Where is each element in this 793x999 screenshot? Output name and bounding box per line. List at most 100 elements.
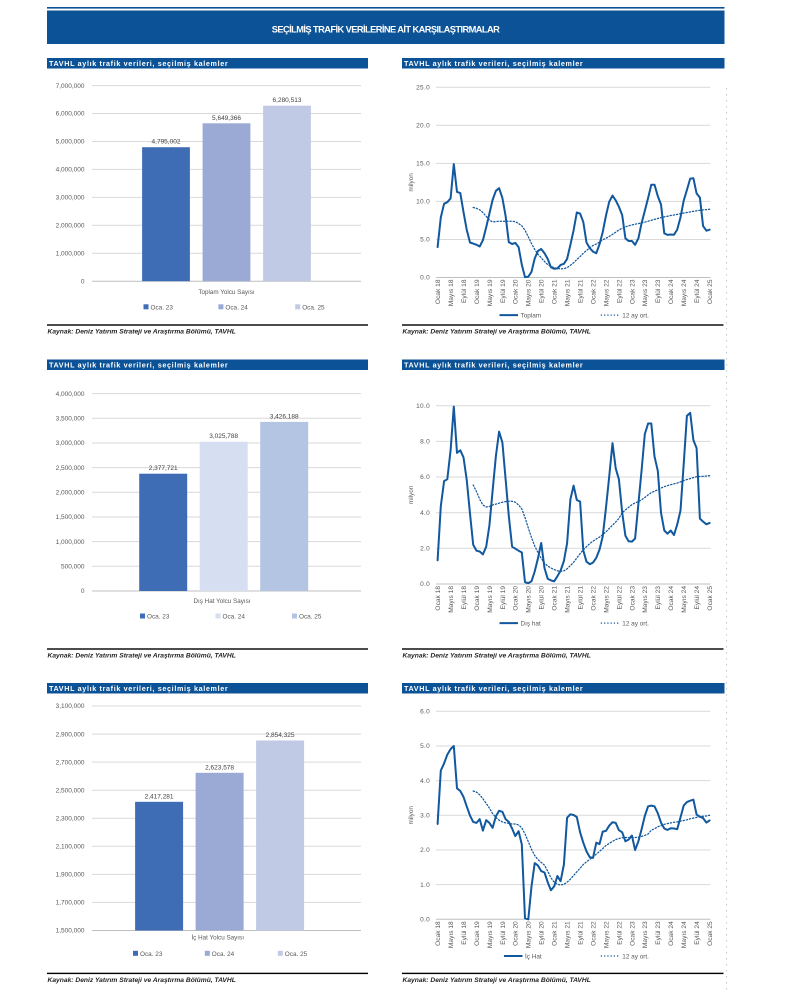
svg-text:Ocak 23: Ocak 23 [629, 279, 636, 304]
svg-text:Eylül 18: Eylül 18 [461, 921, 468, 945]
svg-text:2.0: 2.0 [420, 546, 430, 553]
svg-text:0.0: 0.0 [420, 275, 430, 282]
svg-text:2,000,000: 2,000,000 [56, 223, 85, 230]
svg-text:Mayıs 21: Mayıs 21 [565, 921, 572, 948]
svg-text:Kaynak: Deniz Yatırım Strateji: Kaynak: Deniz Yatırım Strateji ve Araştı… [48, 329, 236, 336]
svg-text:milyon: milyon [408, 485, 415, 504]
svg-text:Mayıs 20: Mayıs 20 [526, 586, 533, 613]
svg-text:Eylül 24: Eylül 24 [694, 279, 701, 303]
svg-text:TAVHL aylık trafik verileri, s: TAVHL aylık trafik verileri, seçilmiş ka… [49, 59, 228, 68]
svg-text:5.0: 5.0 [420, 237, 430, 244]
svg-text:Eylül 23: Eylül 23 [655, 586, 662, 610]
svg-text:2,500,000: 2,500,000 [56, 787, 85, 794]
svg-text:1.0: 1.0 [420, 882, 430, 889]
svg-text:15.0: 15.0 [416, 161, 430, 168]
svg-text:Ocak 19: Ocak 19 [474, 279, 481, 304]
svg-text:Eylül 18: Eylül 18 [461, 586, 468, 610]
svg-text:Mayıs 23: Mayıs 23 [642, 921, 649, 948]
svg-text:Ocak 23: Ocak 23 [629, 586, 636, 611]
svg-text:Dış hat: Dış hat [521, 621, 541, 628]
svg-text:Ocak 21: Ocak 21 [552, 586, 559, 611]
svg-text:Kaynak: Deniz Yatırım Strateji: Kaynak: Deniz Yatırım Strateji ve Araştı… [403, 329, 591, 336]
svg-text:0: 0 [81, 588, 85, 595]
svg-text:0: 0 [81, 278, 85, 285]
svg-text:Mayıs 20: Mayıs 20 [526, 279, 533, 306]
svg-text:2,300,000: 2,300,000 [56, 816, 85, 823]
svg-text:1,000,000: 1,000,000 [56, 539, 85, 546]
svg-text:2,623,578: 2,623,578 [205, 764, 234, 771]
svg-text:Mayıs 22: Mayıs 22 [603, 279, 610, 306]
svg-text:Ocak 20: Ocak 20 [513, 586, 520, 611]
svg-text:SEÇİLMİŞ TRAFİK VERİLERİNE AİT: SEÇİLMİŞ TRAFİK VERİLERİNE AİT KARŞILAŞT… [272, 24, 500, 34]
svg-text:3,100,000: 3,100,000 [56, 703, 85, 710]
svg-text:12 ay ort.: 12 ay ort. [622, 953, 649, 960]
svg-text:Eylül 19: Eylül 19 [500, 921, 507, 945]
svg-text:TAVHL aylık trafik verileri, s: TAVHL aylık trafik verileri, seçilmiş ka… [49, 684, 228, 693]
svg-text:Toplam Yolcu Sayısı: Toplam Yolcu Sayısı [198, 289, 255, 296]
svg-text:2,500,000: 2,500,000 [56, 465, 85, 472]
svg-text:İç Hat Yolcu Sayısı: İç Hat Yolcu Sayısı [191, 933, 244, 942]
svg-text:Eylül 23: Eylül 23 [655, 279, 662, 303]
svg-text:Ocak 23: Ocak 23 [629, 921, 636, 946]
svg-text:Dış Hat Yolcu Sayısı: Dış Hat Yolcu Sayısı [193, 598, 250, 605]
svg-text:2,700,000: 2,700,000 [56, 759, 85, 766]
svg-text:3,025,788: 3,025,788 [209, 433, 238, 440]
svg-text:6.0: 6.0 [420, 709, 430, 716]
svg-text:3,000,000: 3,000,000 [56, 440, 85, 447]
svg-text:2,000,000: 2,000,000 [56, 490, 85, 497]
svg-text:Oca. 25: Oca. 25 [299, 614, 322, 621]
svg-text:Eylül 21: Eylül 21 [578, 586, 585, 610]
svg-text:1,900,000: 1,900,000 [56, 872, 85, 879]
svg-text:3.0: 3.0 [420, 813, 430, 820]
svg-text:Ocak 21: Ocak 21 [552, 921, 559, 946]
svg-text:Mayıs 20: Mayıs 20 [526, 921, 533, 948]
svg-text:Eylül 20: Eylül 20 [539, 586, 546, 610]
svg-text:milyon: milyon [408, 806, 415, 825]
svg-text:Oca. 24: Oca. 24 [223, 614, 246, 621]
svg-text:Kaynak: Deniz Yatırım Strateji: Kaynak: Deniz Yatırım Strateji ve Araştı… [403, 653, 591, 660]
svg-text:1,000,000: 1,000,000 [56, 251, 85, 258]
svg-text:Eylül 22: Eylül 22 [616, 279, 623, 303]
svg-text:2,377,721: 2,377,721 [149, 465, 178, 472]
svg-text:Ocak 25: Ocak 25 [707, 921, 714, 946]
svg-text:1,500,000: 1,500,000 [56, 514, 85, 521]
svg-text:Eylül 18: Eylül 18 [461, 279, 468, 303]
svg-text:Ocak 25: Ocak 25 [707, 279, 714, 304]
svg-text:2,100,000: 2,100,000 [56, 844, 85, 851]
svg-text:TAVHL aylık trafik verileri, s: TAVHL aylık trafik verileri, seçilmiş ka… [404, 59, 583, 68]
svg-text:Ocak 18: Ocak 18 [435, 921, 442, 946]
svg-text:1,700,000: 1,700,000 [56, 900, 85, 907]
svg-text:Ocak 22: Ocak 22 [590, 586, 597, 611]
svg-text:2,854,325: 2,854,325 [266, 732, 295, 739]
svg-text:0.0: 0.0 [420, 581, 430, 588]
svg-text:500,000: 500,000 [61, 564, 85, 571]
svg-text:Ocak 24: Ocak 24 [668, 586, 675, 611]
svg-text:Kaynak: Deniz Yatırım Strateji: Kaynak: Deniz Yatırım Strateji ve Araştı… [403, 977, 591, 984]
svg-text:Ocak 19: Ocak 19 [474, 921, 481, 946]
svg-text:20.0: 20.0 [416, 123, 430, 130]
svg-text:10.0: 10.0 [416, 199, 430, 206]
svg-text:5,649,366: 5,649,366 [212, 115, 241, 122]
svg-text:4,000,000: 4,000,000 [56, 167, 85, 174]
svg-text:Oca. 25: Oca. 25 [302, 304, 325, 311]
svg-text:6.0: 6.0 [420, 474, 430, 481]
svg-text:4.0: 4.0 [420, 778, 430, 785]
svg-text:Mayıs 24: Mayıs 24 [681, 921, 688, 948]
svg-text:Eylül 19: Eylül 19 [500, 586, 507, 610]
svg-text:Mayıs 21: Mayıs 21 [565, 586, 572, 613]
svg-text:TAVHL aylık trafik verileri, s: TAVHL aylık trafik verileri, seçilmiş ka… [404, 684, 583, 693]
svg-text:Eylül 24: Eylül 24 [694, 921, 701, 945]
svg-text:Ocak 20: Ocak 20 [513, 279, 520, 304]
svg-text:Mayıs 23: Mayıs 23 [642, 586, 649, 613]
svg-text:6,000,000: 6,000,000 [56, 111, 85, 118]
svg-text:7,000,000: 7,000,000 [56, 83, 85, 90]
svg-text:2.0: 2.0 [420, 847, 430, 854]
svg-text:Oca. 24: Oca. 24 [225, 304, 248, 311]
svg-text:6,280,513: 6,280,513 [273, 97, 302, 104]
svg-text:Mayıs 19: Mayıs 19 [487, 279, 494, 306]
svg-text:3,000,000: 3,000,000 [56, 195, 85, 202]
svg-text:Ocak 18: Ocak 18 [435, 586, 442, 611]
svg-text:Mayıs 22: Mayıs 22 [603, 586, 610, 613]
svg-text:Oca. 23: Oca. 23 [140, 951, 163, 958]
svg-text:4,000,000: 4,000,000 [56, 391, 85, 398]
